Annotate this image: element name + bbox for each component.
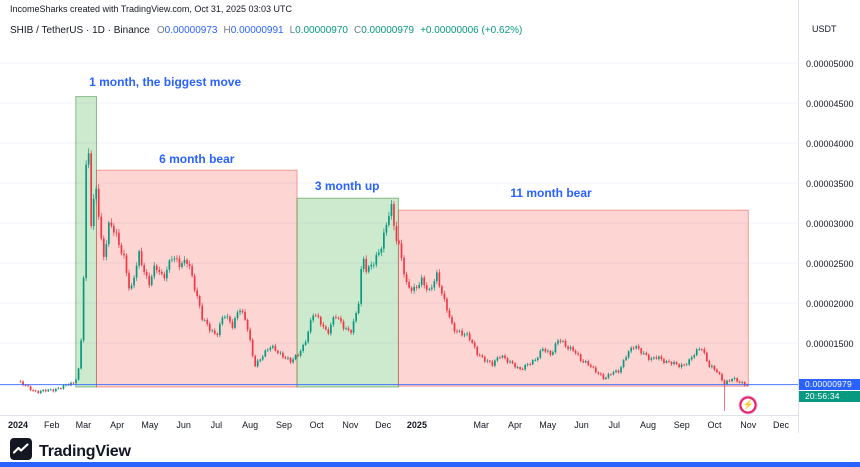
price-tick-label: 0.00004500 [806, 98, 854, 109]
ohlc-change: +0.00000006 (+0.62%) [420, 25, 523, 36]
tradingview-logo-icon[interactable] [10, 438, 32, 465]
time-tick-label: Oct [707, 420, 722, 430]
time-tick-label: Aug [242, 420, 259, 430]
lightning-icon: ⚡ [742, 399, 754, 410]
symbol-info-row: SHIB / TetherUS · 1D · Binance O0.000009… [10, 25, 522, 36]
ohlc-values: O0.00000973 H0.00000991 L0.00000970 C0.0000… [157, 25, 523, 36]
time-tick-label: May [539, 420, 557, 430]
price-tick-label: 0.00005000 [806, 58, 854, 69]
time-tick-label: Oct [309, 420, 324, 430]
ohlc-L: L0.00000970 [289, 25, 348, 36]
time-tick-label: Jun [574, 420, 589, 430]
chart-canvas [0, 62, 798, 411]
time-tick-label: May [141, 420, 159, 430]
price-tick-label: 0.00003000 [806, 218, 854, 229]
time-tick-label: 2024 [7, 420, 29, 430]
time-tick-label: Dec [375, 420, 392, 430]
price-tick-label: 0.00002500 [806, 258, 854, 269]
time-tick-label: Sep [275, 420, 292, 430]
price-tick-label: 0.00003500 [806, 178, 854, 189]
time-tick-label: Sep [673, 420, 690, 430]
annotation-11-month-bear[interactable]: 11 month bear [510, 185, 592, 200]
candle-countdown-badge: 20:56:34 [799, 390, 860, 402]
time-tick-label: Jun [176, 420, 191, 430]
time-tick-label: Apr [110, 420, 125, 430]
last-price-badge: 0.00000979 [799, 379, 860, 391]
bottom-accent-bar [0, 462, 860, 467]
chart-plot-area[interactable]: 1 month, the biggest move 6 month bear 3… [0, 0, 798, 415]
price-tick-label: 0.00004000 [806, 138, 854, 149]
time-axis[interactable]: 2024 Feb Mar Apr May Jun Jul Aug Sep Oct Nov Dec 202… [0, 415, 860, 433]
time-tick-label: Aug [640, 420, 657, 430]
attribution-text: IncomeSharks created with TradingView.co… [10, 4, 292, 14]
time-tick-label: Apr [508, 420, 523, 430]
phase-box-six-month-bear[interactable] [95, 169, 298, 388]
price-tick-label: 0.00001500 [806, 338, 854, 349]
footer-branding[interactable]: TradingView [10, 438, 131, 465]
time-tick-label: 2025 [406, 420, 427, 430]
tradingview-wordmark: TradingView [39, 442, 131, 460]
ohlc-C: C0.00000979 [353, 25, 415, 36]
time-tick-label: Mar [473, 420, 490, 430]
time-tick-label: Nov [740, 420, 757, 430]
time-tick-label: Nov [342, 420, 359, 430]
time-tick-label: Dec [772, 420, 790, 430]
time-tick-label: Jul [210, 420, 223, 430]
time-tick-label: Mar [75, 420, 92, 430]
symbol-title: SHIB / TetherUS · 1D · Binance [10, 25, 150, 36]
annotation-6-month-bear[interactable]: 6 month bear [159, 152, 235, 166]
time-tick-label: Jul [608, 420, 620, 430]
annotation-1-month-move[interactable]: 1 month, the biggest move [89, 75, 242, 90]
price-axis-currency-label: USDT [812, 24, 837, 34]
time-tick-label: Feb [44, 420, 60, 430]
price-axis[interactable]: USDT 0.00000979 20:56:34 0.00005000 0.000… [798, 0, 860, 433]
annotation-3-month-up[interactable]: 3 month up [314, 179, 380, 194]
phase-box-eleven-month-bear[interactable] [397, 209, 749, 387]
phase-box-three-month-up[interactable] [296, 197, 399, 388]
candlestick-series [19, 148, 749, 411]
lightning-marker[interactable]: ⚡ [739, 396, 757, 414]
price-tick-label: 0.00002000 [806, 298, 854, 309]
ohlc-O: O0.00000973 [156, 25, 218, 36]
ohlc-H: H0.00000991 [223, 25, 284, 36]
